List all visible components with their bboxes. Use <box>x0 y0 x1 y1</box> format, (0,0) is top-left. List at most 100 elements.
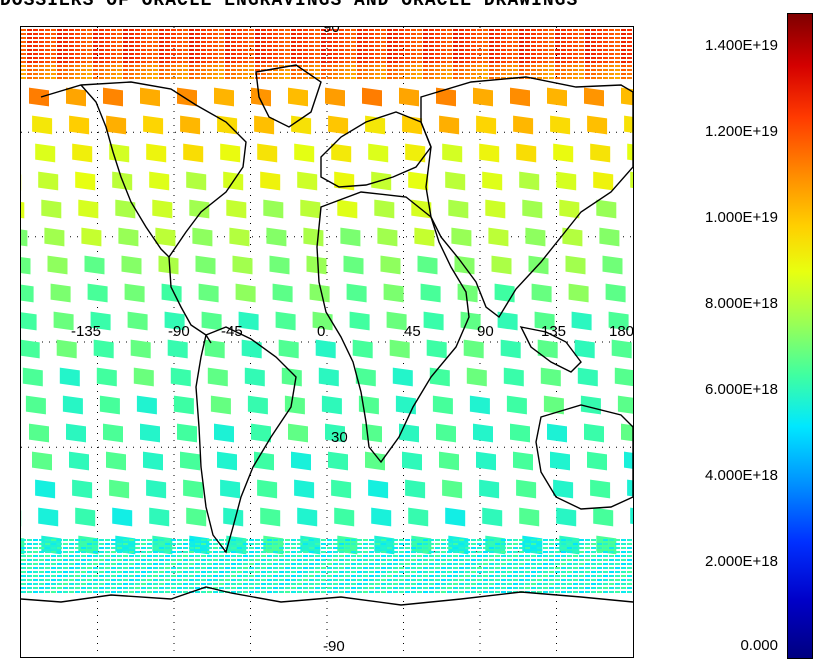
africa-coastline <box>316 191 470 464</box>
swath-cell <box>153 575 158 577</box>
swath-cell <box>219 45 224 47</box>
swath-cell <box>273 551 278 553</box>
swath-cell <box>405 579 410 581</box>
swath-cell <box>513 65 518 67</box>
swath-cell <box>93 53 98 55</box>
swath-cell <box>123 551 128 553</box>
swath-cell <box>627 53 632 55</box>
swath-cell <box>195 255 216 275</box>
swath-cell <box>321 579 326 581</box>
swath-cell <box>441 551 446 553</box>
swath-cell <box>183 37 188 39</box>
swath-cell <box>549 539 554 541</box>
swath-cell <box>375 591 380 593</box>
swath-cell <box>219 69 224 71</box>
swath-cell <box>78 199 99 219</box>
swath-cell <box>177 45 182 47</box>
swath-cell <box>141 69 146 71</box>
swath-cell <box>105 551 110 553</box>
swath-cell <box>273 559 278 561</box>
swath-cell <box>321 559 326 561</box>
swath-cell <box>609 567 614 569</box>
swath-cell <box>29 87 49 107</box>
swath-cell <box>21 543 26 545</box>
swath-cell <box>59 367 80 387</box>
swath-cell <box>339 77 344 79</box>
swath-cell <box>63 49 68 51</box>
swath-cell <box>303 575 308 577</box>
swath-cell <box>561 49 566 51</box>
swath-cell <box>21 45 26 47</box>
swath-cell <box>567 61 572 63</box>
swath-cell <box>177 543 182 545</box>
swath-cell <box>195 571 200 573</box>
swath-cell <box>63 45 68 47</box>
swath-cell <box>615 575 620 577</box>
swath-cell <box>69 73 74 75</box>
swath-cell <box>465 45 470 47</box>
swath-cell <box>603 551 608 553</box>
swath-cell <box>255 37 260 39</box>
swath-cell <box>195 575 200 577</box>
swath-cell <box>457 283 478 303</box>
swath-cell <box>561 587 566 589</box>
swath-cell <box>249 551 254 553</box>
swath-cell <box>327 547 332 549</box>
swath-cell <box>609 65 614 67</box>
swath-cell <box>549 61 554 63</box>
swath-cell <box>471 575 476 577</box>
swath-cell <box>507 555 512 557</box>
swath-cell <box>57 33 62 35</box>
swath-cell <box>357 77 362 79</box>
swath-cell <box>39 41 44 43</box>
swath-cell <box>155 227 176 247</box>
swath-cell <box>177 49 182 51</box>
swath-cell <box>543 61 548 63</box>
swath-cell <box>219 555 224 557</box>
swath-cell <box>423 539 428 541</box>
swath-cell <box>231 61 236 63</box>
swath-cell <box>201 539 206 541</box>
swath-cell <box>309 579 314 581</box>
swath-cell <box>399 45 404 47</box>
swath-cell <box>543 543 548 545</box>
swath-cell <box>51 575 56 577</box>
swath-cell <box>567 73 572 75</box>
swath-cell <box>441 571 446 573</box>
swath-cell <box>435 61 440 63</box>
swath-cell <box>315 555 320 557</box>
swath-cell <box>627 555 632 557</box>
swath-cell <box>213 583 218 585</box>
swath-cell <box>537 539 542 541</box>
swath-cell <box>435 57 440 59</box>
swath-cell <box>93 45 98 47</box>
swath-cell <box>123 539 128 541</box>
swath-cell <box>591 53 596 55</box>
swath-cell <box>489 73 494 75</box>
swath-cell <box>482 171 503 191</box>
swath-cell <box>603 583 608 585</box>
swath-cell <box>285 575 290 577</box>
swath-cell <box>183 567 188 569</box>
swath-cell <box>441 575 446 577</box>
swath-cell <box>381 53 386 55</box>
swath-cell <box>255 29 260 31</box>
swath-cell <box>87 591 92 593</box>
swath-cell <box>57 555 62 557</box>
swath-cell <box>27 539 32 541</box>
swath-cell <box>447 61 452 63</box>
swath-cell <box>417 547 422 549</box>
swath-cell <box>369 587 374 589</box>
swath-cell <box>417 571 422 573</box>
swath-cell <box>549 29 554 31</box>
swath-cell <box>543 65 548 67</box>
swath-cell <box>105 53 110 55</box>
swath-cell <box>399 555 404 557</box>
swath-cell <box>129 539 134 541</box>
swath-cell <box>213 33 218 35</box>
swath-cell <box>609 559 614 561</box>
swath-cell <box>351 571 356 573</box>
swath-cell <box>417 551 422 553</box>
swath-cell <box>405 559 410 561</box>
swath-cell <box>249 37 254 39</box>
